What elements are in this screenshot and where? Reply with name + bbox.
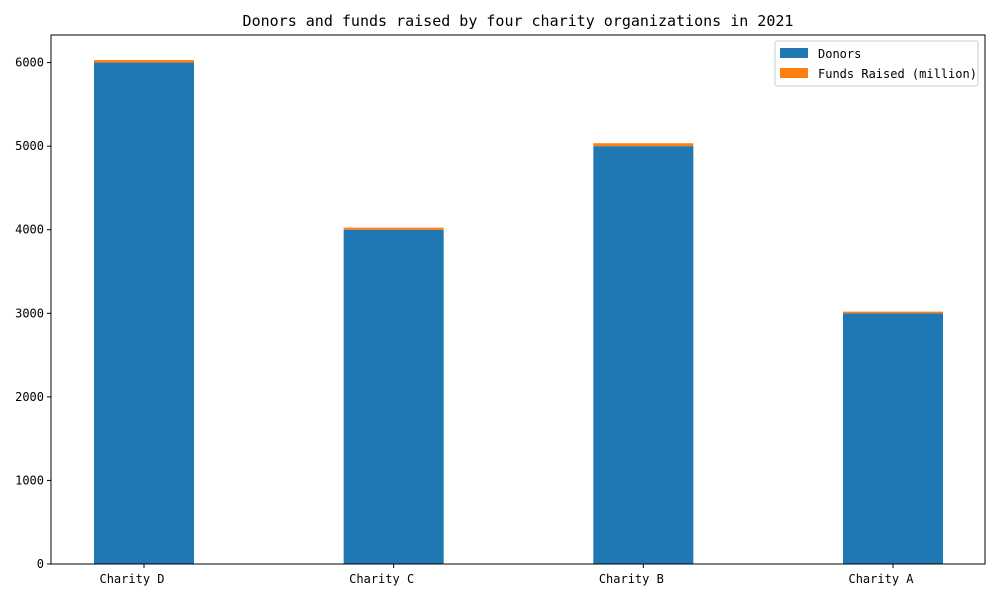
- y-tick-label: 3000: [15, 306, 44, 320]
- y-tick-label: 2000: [15, 390, 44, 404]
- plot-area: Charity D Charity C Charity B Charity A 0 100…: [15, 34, 986, 586]
- x-tick-label: Charity B: [599, 572, 664, 586]
- bar-funds-raised-million-charity-b: [593, 143, 694, 147]
- bar-funds-raised-million-charity-a: [843, 311, 943, 314]
- x-tick-label: Charity A: [848, 572, 914, 586]
- bar-funds-raised-million-charity-d: [94, 60, 194, 63]
- bar-funds-raised-million-charity-c: [343, 227, 444, 230]
- x-tick-label: Charity D: [99, 572, 164, 586]
- legend: Donors Funds Raised (million): [774, 40, 979, 87]
- y-tick-label: 6000: [15, 56, 44, 70]
- bar-donors-charity-b: [593, 146, 694, 564]
- y-tick-label: 0: [37, 557, 44, 571]
- y-tick-label: 1000: [15, 473, 44, 487]
- plot-frame: [50, 34, 986, 565]
- bar-donors-charity-d: [94, 62, 194, 565]
- legend-box: [774, 40, 979, 87]
- bar-donors-charity-c: [343, 229, 444, 564]
- bar-donors-charity-a: [843, 313, 943, 564]
- legend-label: Donors: [818, 47, 861, 61]
- legend-swatch: [780, 68, 808, 78]
- x-tick-label: Charity C: [349, 572, 414, 586]
- legend-swatch: [780, 48, 808, 58]
- y-tick-label: 4000: [15, 223, 44, 237]
- legend-label: Funds Raised (million): [818, 67, 977, 81]
- y-tick-label: 5000: [15, 139, 44, 153]
- chart-title: Donors and funds raised by four charity …: [243, 12, 794, 30]
